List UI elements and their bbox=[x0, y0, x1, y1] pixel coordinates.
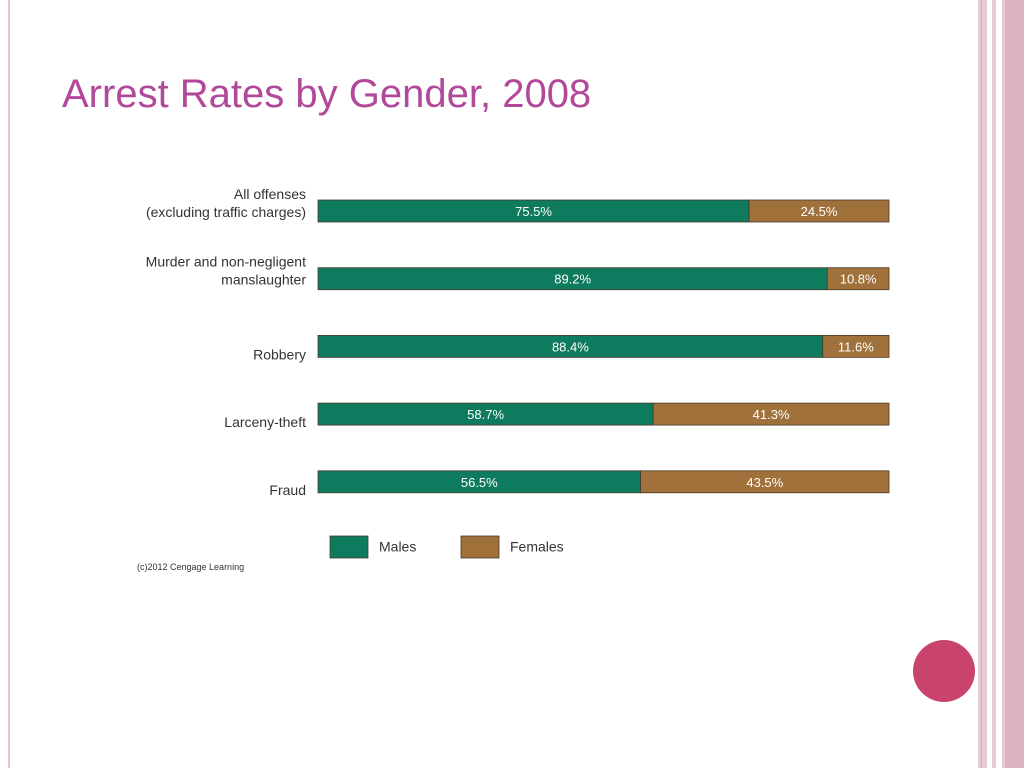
category-label-line: All offenses bbox=[234, 186, 306, 202]
legend-label-females: Females bbox=[510, 539, 564, 555]
category-label-line: Fraud bbox=[269, 482, 306, 498]
bars-layer: All offenses (excluding traffic charges) 7… bbox=[146, 186, 890, 498]
category-label: Larceny-theft bbox=[224, 414, 306, 430]
data-label-males: 58.7% bbox=[467, 407, 504, 422]
decorative-circle bbox=[913, 640, 975, 702]
legend-label-males: Males bbox=[379, 539, 416, 555]
data-label-females: 41.3% bbox=[753, 407, 790, 422]
category-label-line: Larceny-theft bbox=[224, 414, 306, 430]
bar-females bbox=[822, 334, 890, 358]
data-label-males: 75.5% bbox=[515, 204, 552, 219]
data-label-females: 43.5% bbox=[746, 475, 783, 490]
bar-females bbox=[748, 199, 890, 223]
category-label: All offenses (excluding traffic charges) bbox=[146, 186, 306, 220]
data-label-males: 88.4% bbox=[552, 339, 589, 354]
bar-females bbox=[652, 402, 890, 426]
data-label-females: 11.6% bbox=[838, 339, 874, 354]
data-label-females: 10.8% bbox=[840, 272, 877, 287]
bar-females bbox=[640, 470, 890, 494]
data-label-males: 56.5% bbox=[461, 475, 498, 490]
bar-females bbox=[826, 267, 890, 291]
source-note: (c)2012 Cengage Learning bbox=[137, 562, 244, 572]
category-label-line: manslaughter bbox=[221, 272, 306, 288]
category-label: Murder and non-negligent manslaughter bbox=[146, 254, 307, 288]
category-label-line: Murder and non-negligent bbox=[146, 254, 306, 270]
legend-swatch-males bbox=[329, 535, 369, 559]
legend-swatch-females bbox=[460, 535, 500, 559]
data-label-females: 24.5% bbox=[801, 204, 838, 219]
category-label-line: (excluding traffic charges) bbox=[146, 204, 306, 220]
data-label-males: 89.2% bbox=[554, 272, 591, 287]
left-border-rule bbox=[8, 0, 10, 768]
slide-title: Arrest Rates by Gender, 2008 bbox=[62, 72, 592, 116]
category-label: Fraud bbox=[269, 482, 306, 498]
category-label: Robbery bbox=[253, 346, 306, 362]
legend: Males Females bbox=[329, 535, 564, 559]
category-label-line: Robbery bbox=[253, 346, 306, 362]
